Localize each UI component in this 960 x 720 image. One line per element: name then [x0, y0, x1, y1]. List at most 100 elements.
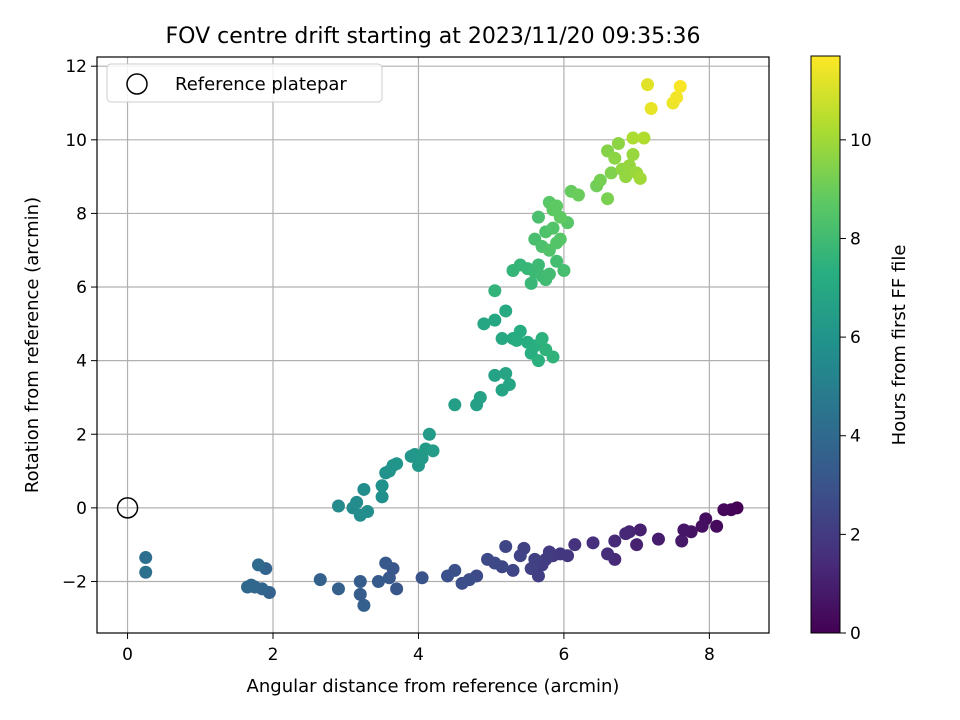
- data-point: [550, 199, 564, 213]
- data-point: [568, 538, 582, 552]
- data-point: [675, 534, 689, 548]
- data-point: [637, 131, 651, 145]
- data-point: [717, 503, 731, 517]
- data-point: [499, 304, 513, 318]
- data-point: [331, 499, 345, 513]
- legend-label: Reference platepar: [175, 74, 347, 95]
- x-tick-label: 4: [413, 645, 424, 665]
- data-point: [557, 263, 571, 277]
- data-point: [531, 210, 545, 224]
- x-axis-label: Angular distance from reference (arcmin): [247, 676, 620, 697]
- data-point: [361, 505, 375, 519]
- data-point: [553, 210, 567, 224]
- data-point: [604, 166, 618, 180]
- data-point: [422, 427, 436, 441]
- data-point: [633, 171, 647, 185]
- data-point: [506, 563, 520, 577]
- data-points: [116, 78, 744, 612]
- data-point: [695, 519, 709, 533]
- data-point: [499, 367, 513, 381]
- data-point: [619, 527, 633, 541]
- colorbar-tick-label: 6: [850, 328, 861, 348]
- data-point: [608, 534, 622, 548]
- data-point: [477, 317, 491, 331]
- y-axis-ticks: −2 0 2 4 6 8 10 12: [62, 57, 97, 592]
- data-point: [241, 580, 255, 594]
- colorbar-tick-label: 4: [850, 427, 861, 447]
- data-point: [371, 574, 385, 588]
- data-point: [495, 332, 509, 346]
- data-point: [488, 368, 502, 382]
- data-point: [357, 598, 371, 612]
- data-point: [641, 78, 655, 92]
- data-point: [586, 536, 600, 550]
- data-point: [353, 587, 367, 601]
- y-tick-label: 4: [76, 352, 87, 372]
- data-point: [673, 79, 687, 93]
- reference-platepar-marker: [116, 497, 139, 519]
- data-point: [630, 538, 644, 552]
- legend-marker: [126, 73, 148, 95]
- data-point: [415, 571, 429, 585]
- data-point: [379, 556, 393, 570]
- data-point: [513, 324, 527, 338]
- data-point: [455, 576, 469, 590]
- data-point: [593, 173, 607, 187]
- data-point: [651, 532, 665, 546]
- data-point: [546, 350, 560, 364]
- data-point: [448, 398, 462, 412]
- data-point: [670, 90, 684, 104]
- data-point: [524, 276, 538, 290]
- y-tick-label: 6: [76, 278, 87, 298]
- legend: Reference platepar: [106, 63, 383, 103]
- plot-frame: [96, 56, 770, 634]
- data-point: [139, 551, 153, 565]
- data-point: [481, 552, 495, 566]
- data-point: [524, 562, 538, 576]
- colorbar-label: Hours from first FF file: [889, 245, 910, 446]
- data-point: [353, 574, 367, 588]
- y-tick-label: 10: [65, 131, 87, 151]
- data-point: [488, 284, 502, 298]
- data-point: [441, 569, 455, 583]
- colorbar-tick-label: 8: [850, 229, 861, 249]
- x-tick-label: 2: [268, 645, 279, 665]
- data-point: [313, 573, 327, 587]
- y-tick-label: 2: [76, 425, 87, 445]
- data-point: [546, 221, 560, 235]
- y-axis-label: Rotation from reference (arcmin): [22, 197, 43, 493]
- data-point: [531, 258, 545, 272]
- data-point: [571, 188, 585, 202]
- data-point: [601, 547, 615, 561]
- data-point: [611, 136, 625, 150]
- data-point: [535, 332, 549, 346]
- data-point: [677, 523, 691, 537]
- colorbar-gradient: [810, 55, 841, 634]
- grid: [97, 57, 769, 633]
- data-point: [502, 378, 516, 392]
- data-point: [542, 267, 556, 281]
- colorbar: 0 2 4 6 8 10 Hours from first FF file: [810, 55, 910, 644]
- y-tick-label: −2: [62, 572, 87, 592]
- data-point: [601, 192, 615, 206]
- legend-box: [106, 63, 383, 103]
- data-point: [531, 354, 545, 368]
- colorbar-tick-label: 0: [850, 624, 861, 644]
- data-point: [382, 571, 396, 585]
- chart-title: FOV centre drift starting at 2023/11/20 …: [166, 24, 701, 49]
- y-tick-label: 0: [76, 499, 87, 519]
- x-tick-label: 8: [704, 645, 715, 665]
- data-point: [473, 390, 487, 404]
- colorbar-tick-label: 2: [850, 525, 861, 545]
- data-point: [619, 170, 633, 184]
- y-tick-label: 8: [76, 204, 87, 224]
- data-point: [331, 582, 345, 596]
- colorbar-ticks: 0 2 4 6 8 10: [840, 131, 872, 644]
- data-point: [390, 457, 404, 471]
- x-axis-ticks: 0 2 4 6 8: [122, 633, 715, 665]
- data-point: [644, 102, 658, 116]
- data-point: [626, 148, 640, 162]
- data-point: [710, 519, 724, 533]
- data-point: [553, 232, 567, 246]
